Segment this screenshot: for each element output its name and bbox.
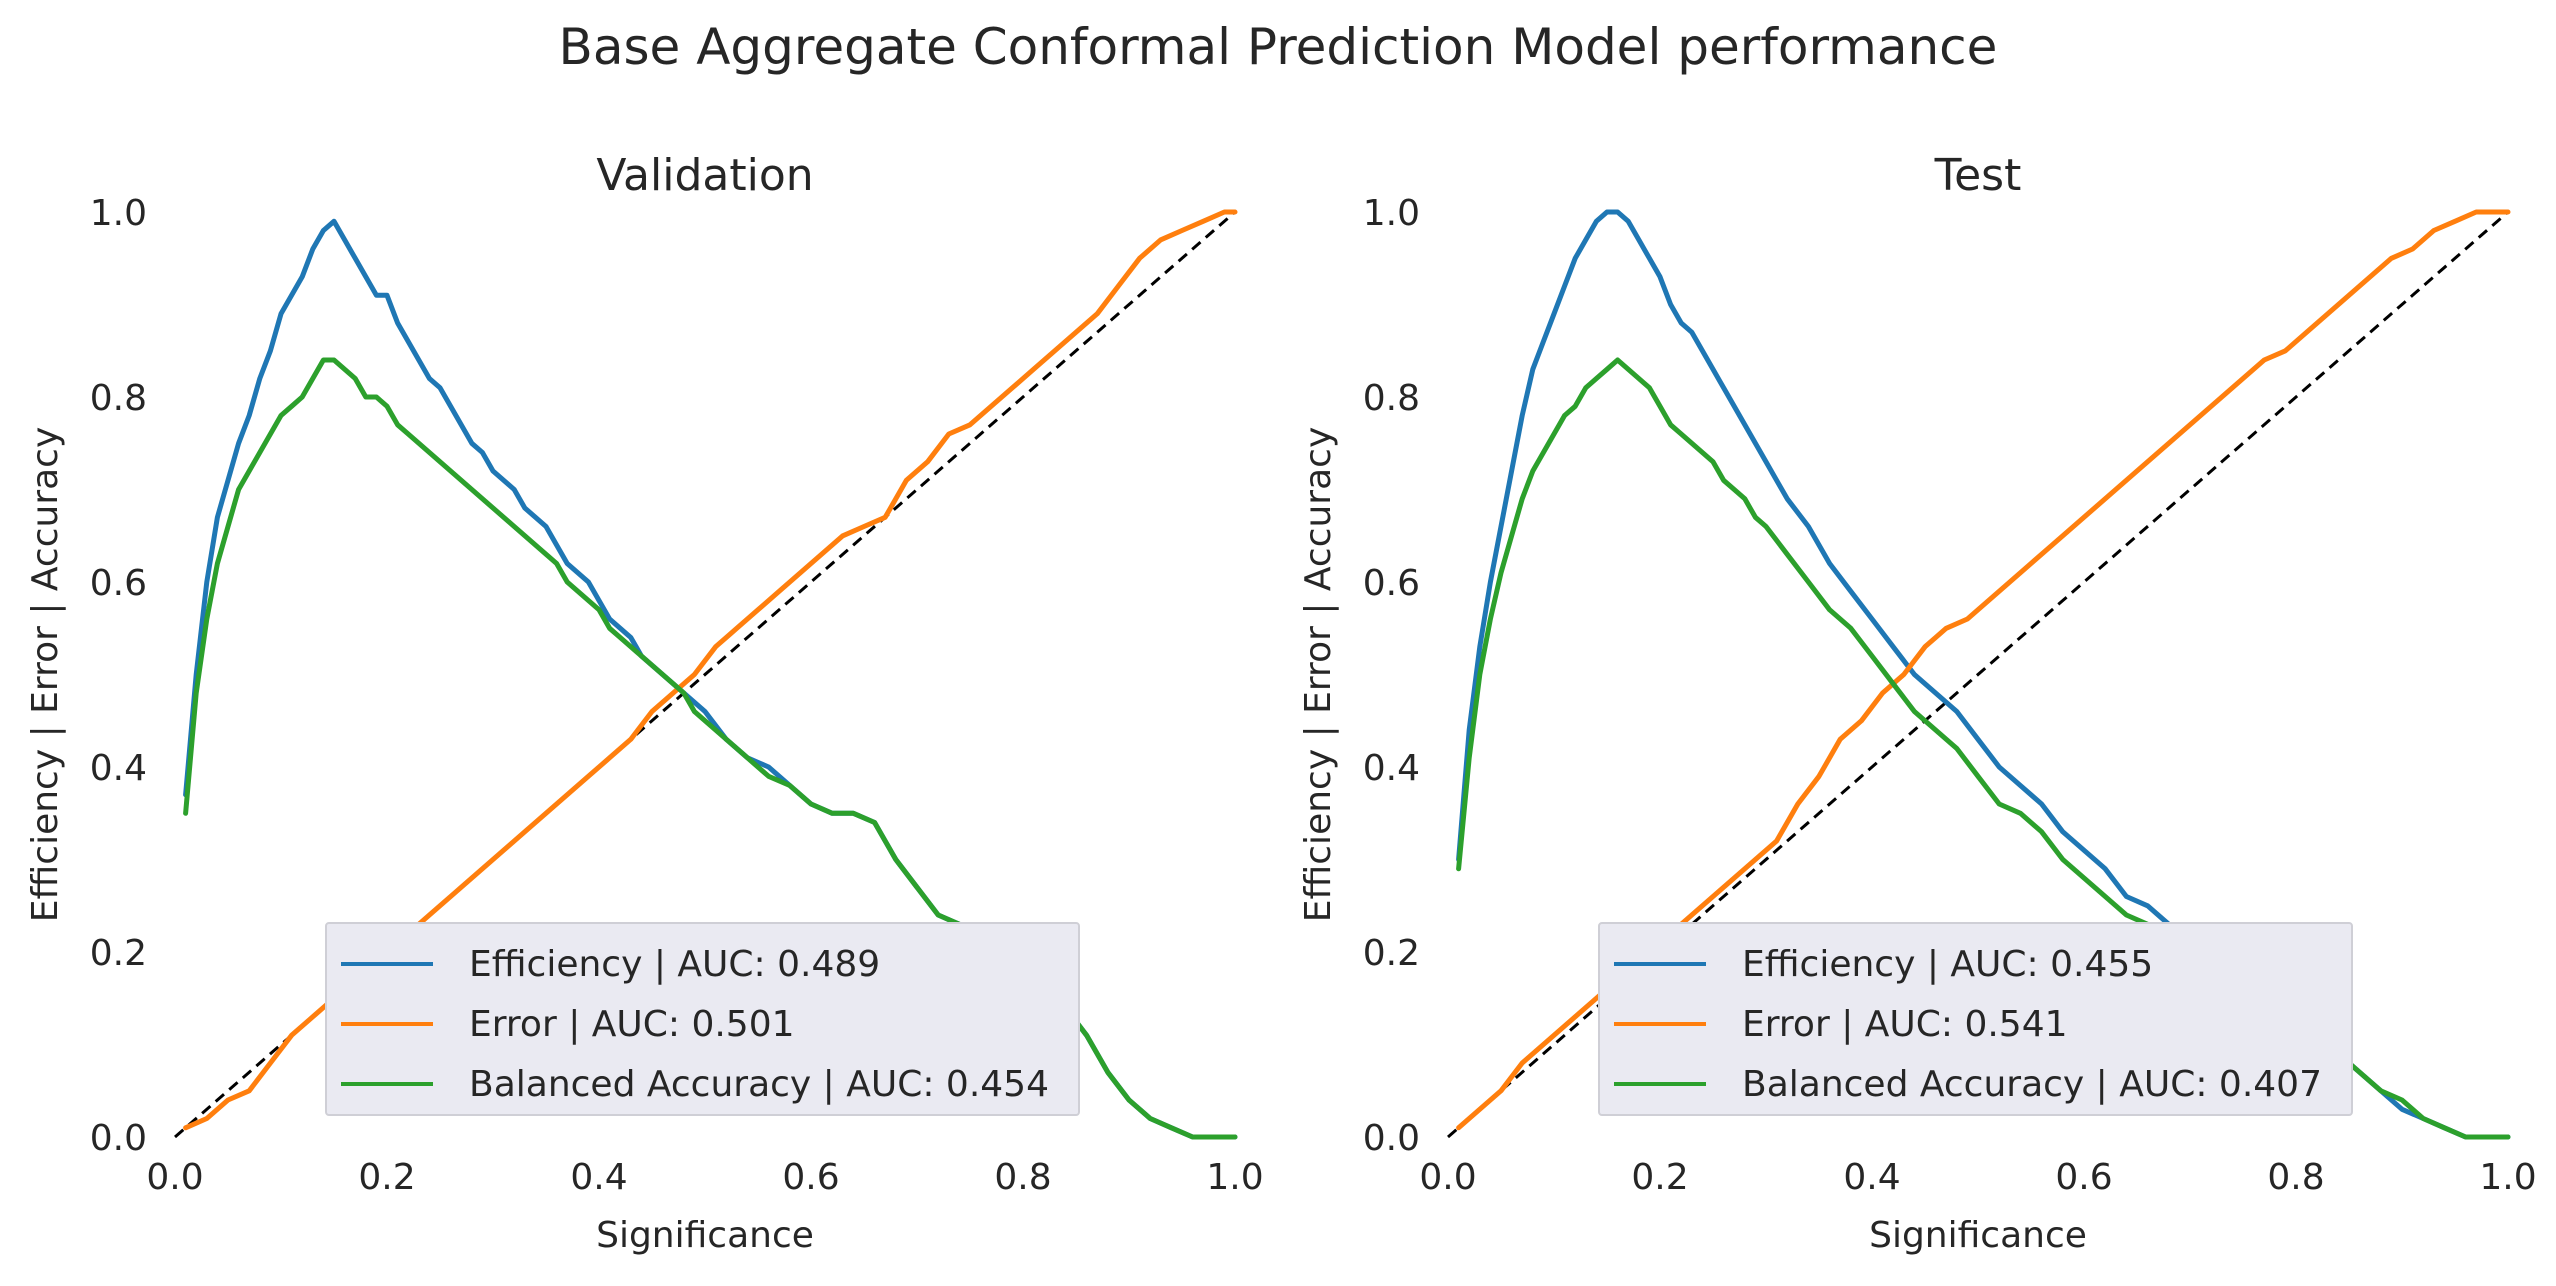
validation-panel: Validation 0.0 0.2 0.4 0.6 0.8 1.0 0.0 0.2 0.4 0.6… — [25, 150, 1264, 1256]
test-y-tick-label: 0.0 — [1363, 1118, 1420, 1159]
legend-entry-balanced-accuracy: Balanced Accuracy | AUC: 0.454 — [341, 1054, 1064, 1114]
legend-swatch — [1614, 962, 1706, 966]
validation-legend: Efficiency | AUC: 0.489 Error | AUC: 0.50… — [325, 922, 1080, 1116]
test-y-tick-label: 0.4 — [1363, 748, 1420, 789]
legend-label: Error | AUC: 0.501 — [469, 1003, 795, 1045]
test-x-tick-label: 1.0 — [2479, 1157, 2536, 1198]
validation-x-tick-label: 0.4 — [570, 1157, 627, 1198]
validation-x-tick-label: 0.2 — [358, 1157, 415, 1198]
validation-y-tick-label: 0.6 — [90, 563, 147, 604]
legend-label: Efficiency | AUC: 0.489 — [469, 943, 881, 985]
validation-x-tick-label: 1.0 — [1206, 1157, 1263, 1198]
test-y-tick-label: 0.2 — [1363, 933, 1420, 974]
legend-swatch — [1614, 1082, 1706, 1086]
legend-swatch — [341, 1082, 433, 1086]
legend-entry-efficiency: Efficiency | AUC: 0.489 — [341, 934, 1064, 994]
validation-x-tick-label: 0.6 — [782, 1157, 839, 1198]
validation-y-tick-label: 0.2 — [90, 933, 147, 974]
legend-entry-error: Error | AUC: 0.501 — [341, 994, 1064, 1054]
test-y-tick-label: 1.0 — [1363, 193, 1420, 234]
legend-label: Efficiency | AUC: 0.455 — [1742, 943, 2154, 985]
validation-x-axis-label: Significance — [596, 1215, 814, 1256]
validation-y-tick-label: 0.0 — [90, 1118, 147, 1159]
validation-subplot-title: Validation — [596, 150, 813, 201]
test-y-tick-label: 0.8 — [1363, 378, 1420, 419]
legend-entry-balanced-accuracy: Balanced Accuracy | AUC: 0.407 — [1614, 1054, 2337, 1114]
test-x-tick-label: 0.0 — [1419, 1157, 1476, 1198]
legend-entry-error: Error | AUC: 0.541 — [1614, 994, 2337, 1054]
validation-y-axis-label: Efficiency | Error | Accuracy — [25, 427, 66, 923]
legend-label: Balanced Accuracy | AUC: 0.407 — [1742, 1063, 2322, 1105]
legend-label: Error | AUC: 0.541 — [1742, 1003, 2068, 1045]
validation-x-tick-label: 0.8 — [994, 1157, 1051, 1198]
test-x-tick-label: 0.2 — [1631, 1157, 1688, 1198]
validation-y-tick-label: 1.0 — [90, 193, 147, 234]
test-x-tick-label: 0.4 — [1843, 1157, 1900, 1198]
test-x-tick-label: 0.8 — [2267, 1157, 2324, 1198]
test-legend: Efficiency | AUC: 0.455 Error | AUC: 0.54… — [1598, 922, 2353, 1116]
legend-swatch — [341, 962, 433, 966]
test-x-axis-label: Significance — [1869, 1215, 2087, 1256]
validation-x-tick-label: 0.0 — [146, 1157, 203, 1198]
legend-swatch — [341, 1022, 433, 1026]
figure-title: Base Aggregate Conformal Prediction Mode… — [558, 18, 1998, 76]
test-x-tick-label: 0.6 — [2055, 1157, 2112, 1198]
test-subplot-title: Test — [1934, 150, 2022, 201]
validation-y-tick-label: 0.8 — [90, 378, 147, 419]
test-y-tick-label: 0.6 — [1363, 563, 1420, 604]
test-y-axis-label: Efficiency | Error | Accuracy — [1298, 427, 1339, 923]
legend-entry-efficiency: Efficiency | AUC: 0.455 — [1614, 934, 2337, 994]
validation-y-tick-label: 0.4 — [90, 748, 147, 789]
legend-swatch — [1614, 1022, 1706, 1026]
legend-label: Balanced Accuracy | AUC: 0.454 — [469, 1063, 1049, 1105]
